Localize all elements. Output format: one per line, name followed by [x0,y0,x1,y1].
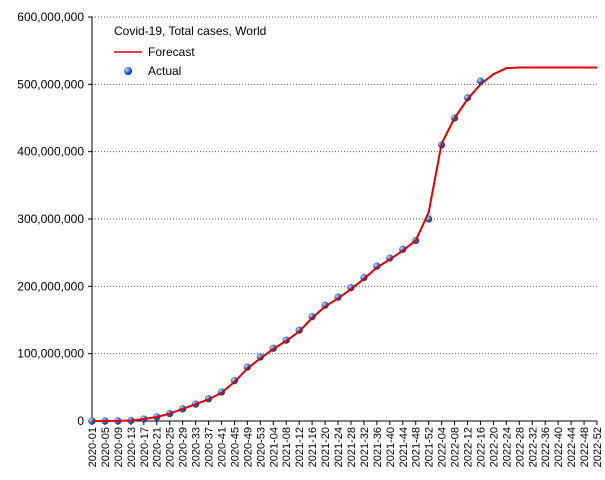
y-tick-label: 600,000,000 [17,10,84,24]
x-tick-label: 2022-12 [463,427,475,467]
x-tick-label: 2021-12 [294,427,306,467]
x-tick-label: 2020-49 [242,427,254,467]
legend-label: Actual [148,64,181,78]
x-tick-label: 2021-08 [281,427,293,467]
y-tick-label: 0 [77,414,84,428]
x-tick-label: 2022-52 [592,427,604,467]
x-tick-label: 2022-28 [514,427,526,467]
y-tick-label: 400,000,000 [17,145,84,159]
x-tick-label: 2020-01 [87,427,99,467]
x-tick-label: 2022-48 [579,427,591,467]
x-tick-label: 2020-29 [178,427,190,467]
x-tick-label: 2020-21 [152,427,164,467]
legend-title: Covid-19, Total cases, World [114,24,266,38]
x-tick-label: 2022-20 [488,427,500,467]
x-tick-label: 2021-40 [385,427,397,467]
y-tick-label: 200,000,000 [17,279,84,293]
x-tick-label: 2021-20 [320,427,332,467]
x-tick-label: 2020-25 [165,427,177,467]
x-tick-label: 2022-36 [540,427,552,467]
x-tick-label: 2021-16 [307,427,319,467]
x-tick-label: 2020-53 [255,427,267,467]
x-tick-label: 2021-04 [268,427,280,467]
x-tick-label: 2022-08 [450,427,462,467]
x-tick-label: 2022-24 [501,427,513,467]
legend-marker [124,67,132,75]
x-tick-label: 2021-44 [398,427,410,467]
y-tick-label: 300,000,000 [17,212,84,226]
x-tick-label: 2022-44 [566,427,578,467]
x-tick-label: 2020-09 [113,427,125,467]
x-tick-label: 2021-52 [424,427,436,467]
x-tick-label: 2020-33 [191,427,203,467]
x-tick-label: 2021-28 [346,427,358,467]
x-tick-label: 2020-17 [139,427,151,467]
x-tick-label: 2020-45 [229,427,241,467]
y-tick-label: 100,000,000 [17,347,84,361]
x-tick-label: 2021-48 [411,427,423,467]
x-tick-label: 2020-41 [216,427,228,467]
x-tick-label: 2022-32 [527,427,539,467]
x-tick-label: 2022-04 [437,427,449,467]
x-tick-label: 2021-32 [359,427,371,467]
x-tick-label: 2021-24 [333,427,345,467]
y-tick-label: 500,000,000 [17,77,84,91]
x-tick-label: 2020-13 [126,427,138,467]
x-tick-label: 2022-40 [553,427,565,467]
forecast-line [91,66,597,422]
x-tick-label: 2020-37 [204,427,216,467]
x-tick-label: 2022-16 [475,427,487,467]
x-tick-label: 2020-05 [100,427,112,467]
legend-label: Forecast [148,45,195,59]
x-tick-label: 2021-36 [372,427,384,467]
